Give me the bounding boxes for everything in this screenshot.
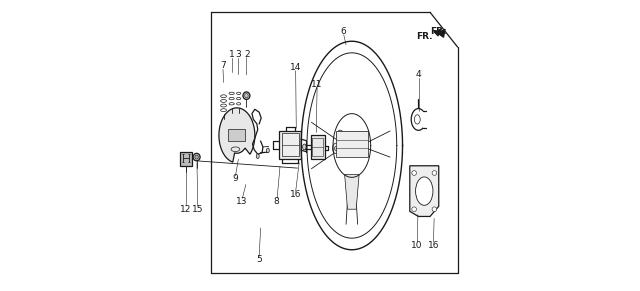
Text: 16: 16 (428, 241, 439, 250)
Ellipse shape (415, 177, 433, 205)
Ellipse shape (432, 171, 436, 175)
Bar (336, 131, 368, 157)
Polygon shape (410, 166, 439, 217)
Text: 11: 11 (311, 80, 323, 89)
Bar (280, 131, 301, 159)
Text: 16: 16 (290, 190, 301, 199)
Ellipse shape (303, 144, 306, 150)
Ellipse shape (432, 207, 436, 212)
Text: 8: 8 (274, 198, 280, 207)
Text: FR.: FR. (430, 27, 447, 36)
Text: 3: 3 (236, 50, 241, 59)
Ellipse shape (412, 171, 417, 175)
Ellipse shape (337, 130, 344, 141)
Ellipse shape (243, 92, 250, 100)
Text: 13: 13 (236, 198, 248, 207)
Text: 14: 14 (290, 63, 301, 72)
Bar (228, 129, 245, 141)
Text: 9: 9 (232, 174, 238, 183)
Ellipse shape (266, 148, 269, 153)
Ellipse shape (415, 115, 420, 124)
Ellipse shape (332, 143, 339, 154)
Ellipse shape (193, 153, 200, 161)
Ellipse shape (335, 146, 337, 150)
Bar (282, 133, 299, 156)
Ellipse shape (256, 154, 259, 159)
Text: 6: 6 (340, 26, 346, 36)
Ellipse shape (195, 155, 198, 159)
Bar (180, 152, 192, 166)
Text: 10: 10 (412, 241, 423, 250)
Text: 1: 1 (228, 50, 234, 59)
Text: 7: 7 (220, 61, 226, 70)
Polygon shape (219, 108, 255, 162)
Polygon shape (344, 175, 359, 209)
Bar (312, 138, 323, 156)
Text: 12: 12 (180, 205, 191, 214)
Text: 4: 4 (415, 70, 421, 79)
Ellipse shape (346, 135, 358, 156)
Text: 15: 15 (192, 205, 204, 214)
Text: 5: 5 (256, 255, 262, 264)
Text: FR.: FR. (417, 32, 433, 41)
Text: 2: 2 (244, 50, 250, 59)
Ellipse shape (339, 133, 342, 137)
Bar (311, 135, 324, 159)
Ellipse shape (412, 207, 417, 212)
